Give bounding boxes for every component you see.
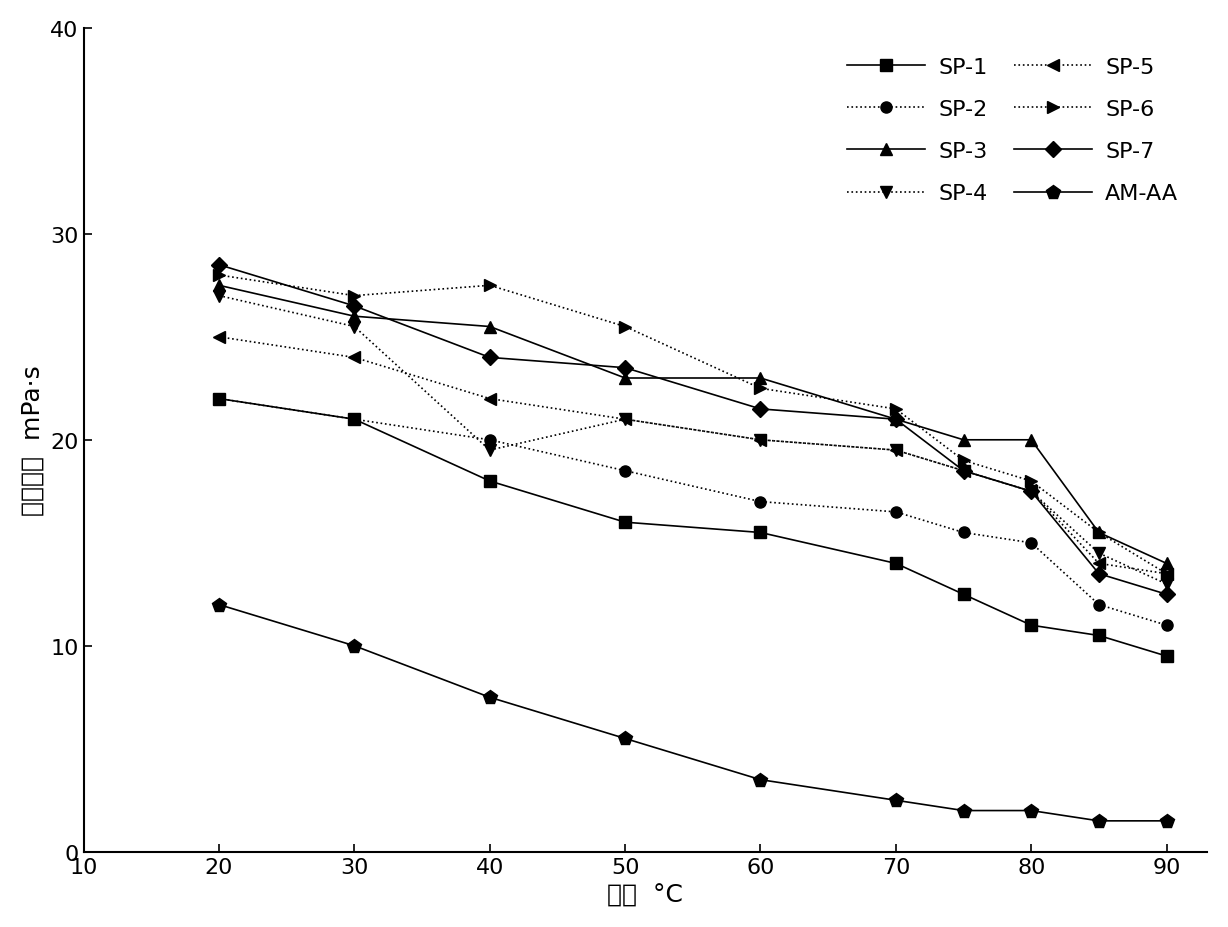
SP-5 bbox=[1159, 568, 1174, 579]
SP-5 bbox=[753, 435, 768, 446]
SP-1 bbox=[483, 476, 497, 487]
SP-3 bbox=[1092, 527, 1106, 539]
SP-4 bbox=[888, 445, 903, 456]
Line: SP-1: SP-1 bbox=[214, 394, 1172, 662]
SP-7 bbox=[1159, 589, 1174, 600]
SP-1 bbox=[1092, 630, 1106, 641]
SP-3 bbox=[483, 322, 497, 333]
SP-2 bbox=[483, 435, 497, 446]
SP-7 bbox=[1024, 486, 1039, 497]
Line: SP-7: SP-7 bbox=[214, 260, 1172, 600]
SP-3 bbox=[957, 435, 971, 446]
SP-2 bbox=[753, 497, 768, 508]
Line: SP-5: SP-5 bbox=[212, 331, 1173, 580]
Line: SP-2: SP-2 bbox=[214, 394, 1172, 631]
SP-7 bbox=[483, 352, 497, 363]
SP-6 bbox=[753, 384, 768, 395]
SP-5 bbox=[957, 465, 971, 476]
SP-6 bbox=[1024, 476, 1039, 487]
SP-3 bbox=[888, 414, 903, 425]
SP-6 bbox=[348, 291, 362, 302]
SP-1 bbox=[888, 558, 903, 569]
SP-3 bbox=[753, 373, 768, 384]
Line: SP-3: SP-3 bbox=[212, 280, 1173, 570]
SP-7 bbox=[753, 404, 768, 415]
SP-2 bbox=[888, 507, 903, 518]
Y-axis label: 表观粘度  mPa·s: 表观粘度 mPa·s bbox=[21, 365, 45, 515]
SP-6 bbox=[618, 322, 632, 333]
SP-6 bbox=[957, 455, 971, 466]
Line: AM-AA: AM-AA bbox=[212, 598, 1174, 828]
SP-4 bbox=[483, 445, 497, 456]
SP-3 bbox=[1024, 435, 1039, 446]
SP-3 bbox=[348, 311, 362, 323]
SP-2 bbox=[348, 414, 362, 425]
SP-5 bbox=[888, 445, 903, 456]
SP-7 bbox=[957, 465, 971, 476]
SP-3 bbox=[1159, 558, 1174, 569]
SP-4 bbox=[618, 414, 632, 425]
SP-4 bbox=[1159, 578, 1174, 590]
SP-2 bbox=[1024, 538, 1039, 549]
SP-1 bbox=[753, 527, 768, 539]
AM-AA bbox=[957, 806, 971, 817]
SP-2 bbox=[211, 394, 226, 405]
SP-4 bbox=[957, 465, 971, 476]
SP-6 bbox=[483, 281, 497, 292]
SP-5 bbox=[1092, 558, 1106, 569]
SP-6 bbox=[1159, 568, 1174, 579]
SP-2 bbox=[1092, 600, 1106, 611]
SP-3 bbox=[211, 281, 226, 292]
SP-4 bbox=[211, 291, 226, 302]
SP-1 bbox=[211, 394, 226, 405]
SP-4 bbox=[753, 435, 768, 446]
SP-2 bbox=[1159, 620, 1174, 631]
Line: SP-6: SP-6 bbox=[212, 270, 1173, 580]
SP-6 bbox=[1092, 527, 1106, 539]
SP-1 bbox=[348, 414, 362, 425]
SP-1 bbox=[957, 589, 971, 600]
SP-5 bbox=[211, 332, 226, 343]
SP-5 bbox=[618, 414, 632, 425]
SP-5 bbox=[348, 352, 362, 363]
SP-5 bbox=[483, 394, 497, 405]
AM-AA bbox=[483, 692, 497, 703]
SP-1 bbox=[1024, 620, 1039, 631]
AM-AA bbox=[1092, 816, 1106, 827]
SP-6 bbox=[211, 270, 226, 281]
SP-7 bbox=[348, 301, 362, 312]
SP-5 bbox=[1024, 486, 1039, 497]
SP-2 bbox=[618, 465, 632, 476]
SP-7 bbox=[1092, 568, 1106, 579]
Legend: SP-1, SP-2, SP-3, SP-4, SP-5, SP-6, SP-7, AM-AA: SP-1, SP-2, SP-3, SP-4, SP-5, SP-6, SP-7… bbox=[829, 40, 1196, 222]
AM-AA bbox=[1159, 816, 1174, 827]
SP-3 bbox=[618, 373, 632, 384]
SP-2 bbox=[957, 527, 971, 539]
SP-6 bbox=[888, 404, 903, 415]
SP-4 bbox=[1024, 486, 1039, 497]
AM-AA bbox=[888, 794, 903, 806]
X-axis label: 温度  °C: 温度 °C bbox=[608, 883, 683, 907]
AM-AA bbox=[348, 641, 362, 652]
AM-AA bbox=[1024, 806, 1039, 817]
SP-1 bbox=[618, 517, 632, 528]
SP-7 bbox=[888, 414, 903, 425]
AM-AA bbox=[211, 600, 226, 611]
SP-7 bbox=[211, 260, 226, 271]
SP-4 bbox=[1092, 548, 1106, 559]
SP-1 bbox=[1159, 651, 1174, 662]
Line: SP-4: SP-4 bbox=[212, 290, 1173, 590]
AM-AA bbox=[618, 733, 632, 744]
SP-7 bbox=[618, 362, 632, 374]
AM-AA bbox=[753, 774, 768, 785]
SP-4 bbox=[348, 322, 362, 333]
